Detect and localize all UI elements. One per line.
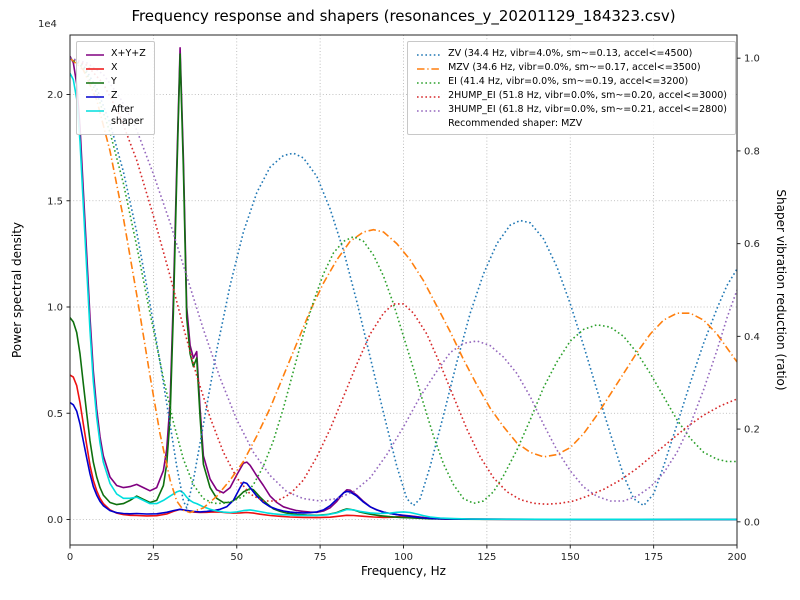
y-tick-label-right: 0.0 [744,517,760,528]
y-tick-label-left: 1.0 [47,303,63,314]
legend-label-mzv: MZV (34.6 Hz, vibr=0.0%, sm~=0.17, accel… [448,62,701,73]
chart-title: Frequency response and shapers (resonanc… [131,7,676,25]
x-tick-label: 75 [314,552,327,563]
legend-label-zv: ZV (34.4 Hz, vibr=4.0%, sm~=0.13, accel<… [448,48,693,59]
legend-swatch-ei [417,82,442,84]
legend-swatch-xyz [86,54,104,56]
legend-swatch-x [86,68,104,70]
legend-item-mzv: MZV (34.6 Hz, vibr=0.0%, sm~=0.17, accel… [416,62,727,74]
legend-item-z: Z [85,90,146,102]
y-tick-label-right: 0.4 [744,332,760,343]
legend-swatch-2hump-ei [417,96,442,98]
y-tick-label-left: 0.0 [47,515,63,526]
legend-item-xyz: X+Y+Z [85,48,146,60]
legend-item-zv: ZV (34.4 Hz, vibr=4.0%, sm~=0.13, accel<… [416,48,727,60]
x-tick-label: 0 [67,552,73,563]
x-tick-label: 100 [394,552,413,563]
legend-item-y: Y [85,76,146,88]
series-line-after-shaper [70,72,737,521]
legend-label-ei: EI (41.4 Hz, vibr=0.0%, sm~=0.19, accel<… [448,76,689,87]
legend-label-z: Z [111,90,118,101]
y-tick-label-right: 0.8 [744,146,760,157]
recommended-shaper-note: Recommended shaper: MZV [448,118,583,129]
legend-swatch-zv [417,54,442,56]
legend-item-x: X [85,62,146,74]
legend-swatch-y [86,82,104,84]
x-axis-label: Frequency, Hz [361,564,446,578]
x-tick-label: 50 [230,552,243,563]
legend-swatch-mzv [417,68,442,70]
legend-item-after-shaper: After shaper [85,104,146,128]
legend-swatch-3hump-ei [417,110,442,112]
legend-item-3hump-ei: 3HUMP_EI (61.8 Hz, vibr=0.0%, sm~=0.21, … [416,104,727,116]
legend-shapers: ZV (34.4 Hz, vibr=4.0%, sm~=0.13, accel<… [407,41,736,135]
legend-item-ei: EI (41.4 Hz, vibr=0.0%, sm~=0.19, accel<… [416,76,727,88]
legend-label-2hump-ei: 2HUMP_EI (51.8 Hz, vibr=0.0%, sm~=0.20, … [448,90,727,101]
legend-shapers-items: ZV (34.4 Hz, vibr=4.0%, sm~=0.13, accel<… [416,48,727,116]
y-tick-label-right: 0.6 [744,239,760,250]
x-tick-label: 200 [727,552,746,563]
legend-psd: X+Y+Z X Y Z After shaper [76,41,155,135]
y-tick-label-left: 2.0 [47,90,63,101]
x-tick-label: 125 [477,552,496,563]
legend-label-x: X [111,62,118,73]
legend-swatch-z [86,96,104,98]
y-tick-label-left: 1.5 [47,196,63,207]
legend-item-2hump-ei: 2HUMP_EI (51.8 Hz, vibr=0.0%, sm~=0.20, … [416,90,727,102]
series-line-2hump-ei [70,57,737,506]
x-tick-label: 150 [561,552,580,563]
x-tick-label: 175 [644,552,663,563]
y-tick-label-right: 0.2 [744,425,760,436]
series-line-mzv [70,57,737,514]
series-line-zv [70,57,737,509]
y-tick-label-right: 1.0 [744,54,760,65]
series-line-y [70,53,737,521]
y-axis-offset-label: 1e4 [38,19,57,30]
legend-label-xyz: X+Y+Z [111,48,146,59]
legend-label-y: Y [111,76,117,87]
series-line-ei [70,57,737,505]
series-line-z [70,401,737,521]
x-tick-label: 25 [147,552,160,563]
legend-swatch-after-shaper [86,110,104,112]
y-tick-label-left: 0.5 [47,409,63,420]
legend-label-after-shaper: After shaper [111,104,144,127]
legend-label-3hump-ei: 3HUMP_EI (61.8 Hz, vibr=0.0%, sm~=0.21, … [448,104,727,115]
series-group [70,46,737,521]
